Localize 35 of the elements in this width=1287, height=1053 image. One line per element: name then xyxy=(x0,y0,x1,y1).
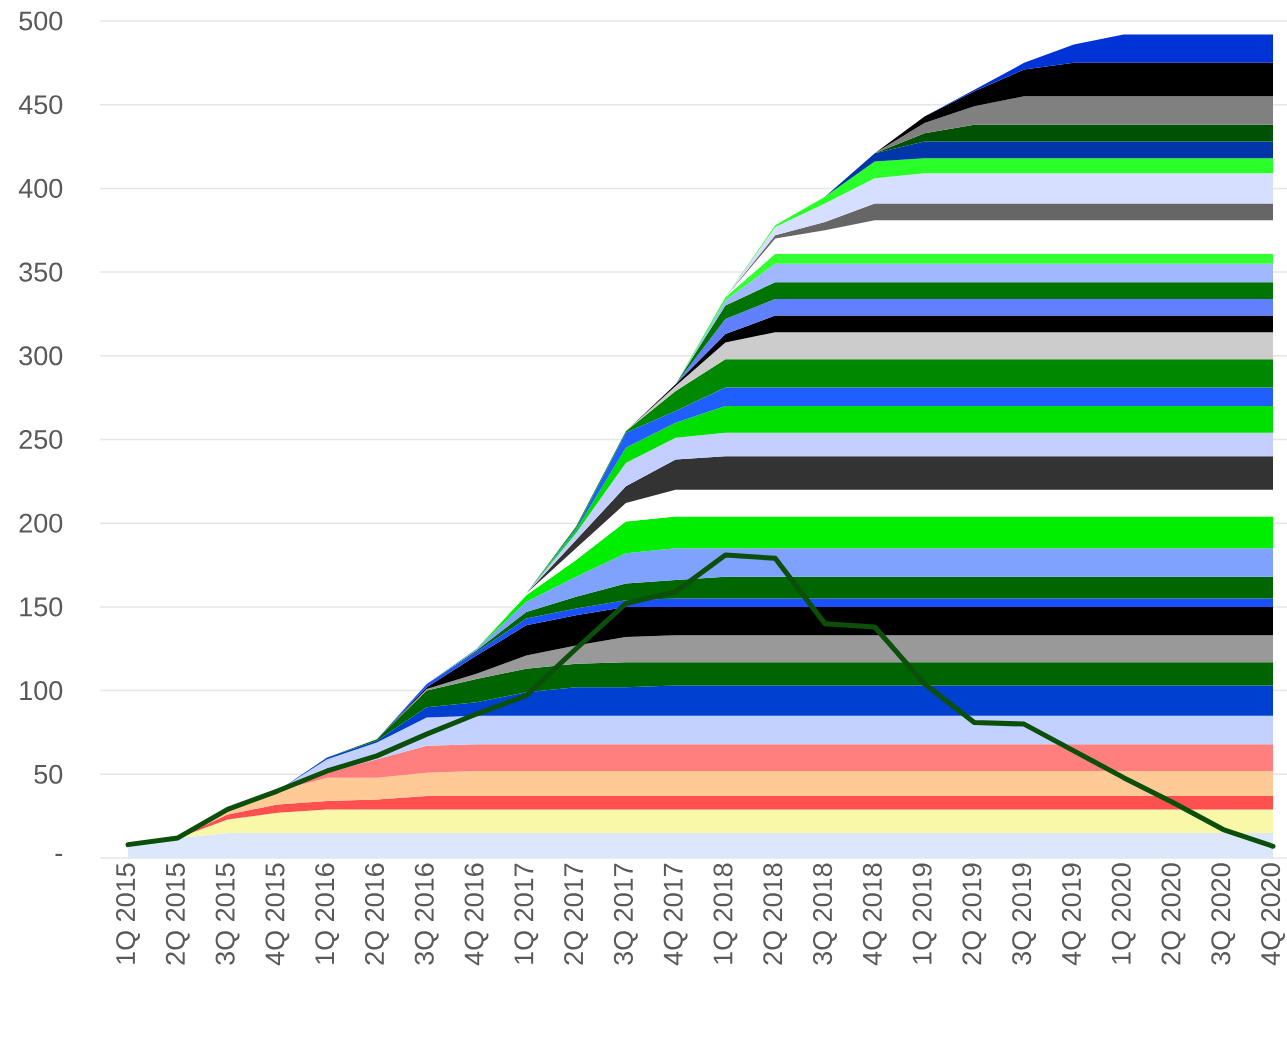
x-tick-label: 3Q 2018 xyxy=(813,863,837,965)
y-tick-label: 450 xyxy=(18,95,63,115)
y-tick-label: 150 xyxy=(20,597,63,617)
x-tick-label: 2Q 2018 xyxy=(763,863,788,965)
x-tick-label: 4Q 2016 xyxy=(464,863,489,966)
x-tick-label: 1Q 2018 xyxy=(713,863,738,964)
x-tick-label: 2Q 2020 xyxy=(1161,863,1186,965)
x-tick-label: 3Q 2015 xyxy=(215,863,240,965)
x-tick-label: 2Q 2017 xyxy=(564,863,589,965)
y-tick-label: 400 xyxy=(18,178,63,198)
x-tick-label: 4Q 2020 xyxy=(1261,863,1285,966)
x-tick-label: 3Q 2017 xyxy=(613,863,638,965)
x-tick-label: 1Q 2016 xyxy=(315,863,340,964)
x-tick-label: 2Q 2015 xyxy=(165,863,190,965)
y-tick-label: 250 xyxy=(19,429,63,450)
x-tick-label: 1Q 2019 xyxy=(912,863,937,964)
y-tick-label: 500 xyxy=(19,11,63,31)
y-tick-label: 300 xyxy=(19,346,63,366)
x-tick-label: 4Q 2017 xyxy=(663,863,688,966)
y-tick-label: 200 xyxy=(19,513,63,533)
x-tick-label: 2Q 2019 xyxy=(962,863,987,965)
x-tick-label: 3Q 2020 xyxy=(1211,863,1236,965)
y-tick-label: 350 xyxy=(19,262,63,282)
x-tick-label: 1Q 2015 xyxy=(116,863,140,964)
y-tick-label: - xyxy=(55,853,63,856)
x-tick-label: 4Q 2018 xyxy=(862,863,887,966)
x-tick-label: 3Q 2016 xyxy=(414,863,439,965)
x-tick-label: 4Q 2015 xyxy=(265,863,290,966)
x-tick-label: 1Q 2020 xyxy=(1111,863,1136,964)
x-tick-label: 3Q 2019 xyxy=(1012,863,1037,965)
x-tick-label: 1Q 2017 xyxy=(514,863,539,964)
y-tick-label: 100 xyxy=(20,681,63,701)
x-tick-label: 4Q 2019 xyxy=(1061,863,1086,966)
y-tick-label: 50 xyxy=(34,764,63,784)
x-tick-label: 2Q 2016 xyxy=(364,863,389,965)
